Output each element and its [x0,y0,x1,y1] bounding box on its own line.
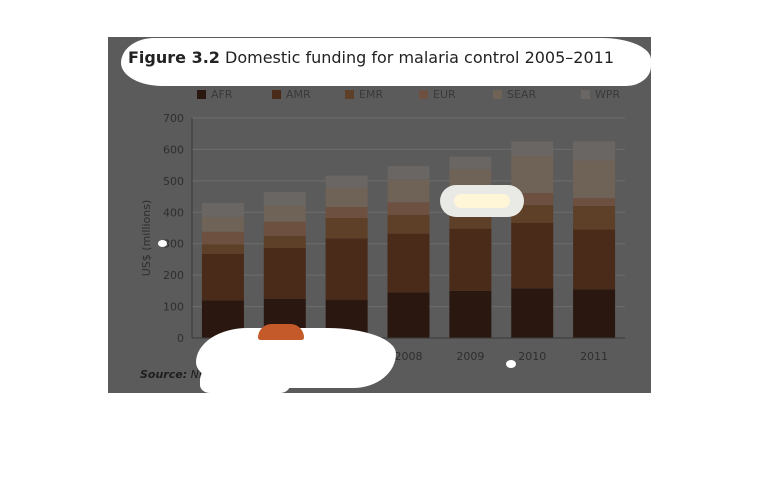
bar-segment-afr [573,289,616,338]
bar-segment-amr [387,233,430,293]
bar-segment-eur [263,221,306,236]
bar-segment-emr [387,214,430,234]
legend-label: WPR [595,88,621,101]
chart-legend: AFR AMR EMR EUR SEAR WPR [197,88,637,106]
legend-item-eur: EUR [419,88,456,101]
bar-segment-wpr [201,202,244,217]
x-tick-label: 2011 [580,350,608,363]
legend-label: SEAR [507,88,537,101]
bar-segment-eur [325,206,368,218]
bar-segment-sear [511,156,554,194]
title-highlight [121,38,651,86]
orange-smudge [258,324,304,340]
y-tick-label: 400 [163,206,184,219]
legend-swatch [345,90,354,99]
bar-segment-eur [201,231,244,245]
bar-segment-eur [511,193,554,206]
source-label: Source: [140,368,188,381]
bar-segment-wpr [325,175,368,188]
bar-segment-wpr [449,156,492,170]
chart-title: Figure 3.2 Domestic funding for malaria … [128,48,614,67]
bar-segment-amr [201,253,244,301]
bar-segment-amr [511,222,554,289]
bar-segment-sear [325,187,368,207]
bar-segment-emr [325,217,368,239]
bar-segment-wpr [573,141,616,161]
y-tick-label: 100 [163,301,184,314]
bar-segment-emr [511,205,554,223]
x-tick-label: 2008 [395,350,423,363]
legend-label: EMR [359,88,384,101]
legend-label: AMR [286,88,311,101]
legend-item-sear: SEAR [493,88,536,101]
bar-segment-afr [387,292,430,338]
white-dot-bottom [506,360,516,368]
white-dot-left [158,240,167,247]
legend-item-amr: AMR [272,88,311,101]
bar-segment-emr [263,235,306,248]
bar-segment-afr [511,288,554,338]
white-scribble-drip [200,360,290,393]
legend-label: AFR [211,88,233,101]
bar-segment-eur [387,202,430,215]
y-tick-label: 300 [163,238,184,251]
highlight-core [454,194,510,208]
x-tick-label: 2009 [456,350,484,363]
bar-segment-emr [573,206,616,230]
x-tick-label: 2010 [518,350,546,363]
legend-swatch [272,90,281,99]
bar-segment-emr [201,244,244,254]
bar-segment-amr [449,228,492,291]
legend-swatch [419,90,428,99]
legend-swatch [493,90,502,99]
bar-segment-sear [201,217,244,232]
bar-segment-amr [325,238,368,300]
y-tick-label: 500 [163,175,184,188]
bar-segment-sear [263,206,306,222]
legend-item-afr: AFR [197,88,233,101]
y-tick-label: 0 [177,332,184,345]
legend-swatch [581,90,590,99]
figure-number: Figure 3.2 [128,48,220,67]
bar-segment-eur [573,198,616,206]
bar-segment-afr [449,290,492,338]
y-tick-label: 700 [163,112,184,125]
bar-segment-wpr [263,191,306,206]
legend-swatch [197,90,206,99]
legend-item-wpr: WPR [581,88,620,101]
y-axis-title: US$ (millions) [140,200,153,276]
bar-segment-sear [387,179,430,203]
y-tick-label: 600 [163,143,184,156]
bar-segment-amr [573,229,616,290]
bar-segment-wpr [511,141,554,157]
bar-segment-sear [573,160,616,199]
legend-label: EUR [433,88,456,101]
legend-item-emr: EMR [345,88,383,101]
bar-segment-wpr [387,166,430,180]
y-tick-label: 200 [163,269,184,282]
bar-segment-amr [263,247,306,299]
figure-caption: Domestic funding for malaria control 200… [219,48,615,67]
